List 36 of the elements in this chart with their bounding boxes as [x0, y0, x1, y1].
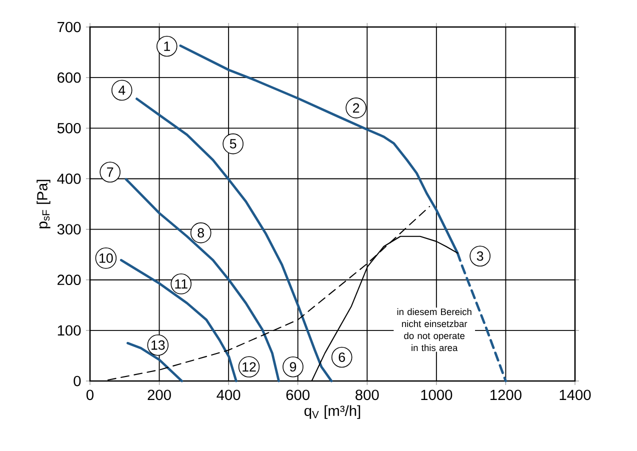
x-tick-label: 600	[286, 390, 310, 400]
x-tick-label: 400	[216, 390, 240, 400]
annotation: in diesem Bereich nicht einsetzbar do not operate in this area	[397, 308, 472, 352]
y-axis-title: p$_{sF}$ [Pa]	[36, 180, 50, 228]
x-axis-title: q$_{V}$ [m³/h]	[304, 405, 360, 419]
y-tick-label: 500	[57, 122, 81, 134]
annotation: 10	[100, 253, 113, 263]
x-tick-label: 200	[148, 390, 171, 400]
annotation: 7	[107, 168, 114, 177]
line-series	[126, 342, 183, 382]
x-tick-label: 800	[356, 390, 379, 400]
annotation: 13	[152, 340, 165, 350]
x-tick-label: 0	[86, 390, 94, 400]
y-tick-label: 300	[57, 224, 81, 234]
line-series	[124, 178, 280, 382]
annotation: 3	[476, 251, 484, 261]
y-tick-label: 400	[57, 174, 81, 184]
x-tick-label: 1000	[421, 390, 452, 400]
annotation: 1	[164, 42, 170, 51]
annotation: 8	[198, 228, 204, 238]
x-tick-label: 1200	[490, 390, 522, 400]
annotation: 4	[118, 86, 126, 95]
line-series	[120, 258, 238, 382]
y-tick-label: 600	[58, 72, 81, 83]
annotation: 12	[242, 362, 256, 372]
y-tick-label: 700	[58, 22, 81, 32]
line-series	[136, 98, 333, 382]
annotation: 9	[290, 362, 296, 372]
annotation: 2	[353, 103, 360, 113]
annotation: 6	[338, 352, 345, 362]
annotation: 5	[230, 139, 236, 148]
y-tick-label: 0	[74, 376, 81, 386]
y-tick-label: 200	[58, 274, 81, 286]
x-tick-label: 1400	[560, 390, 591, 400]
y-tick-label: 100	[58, 325, 81, 336]
annotation: 11	[175, 279, 188, 288]
